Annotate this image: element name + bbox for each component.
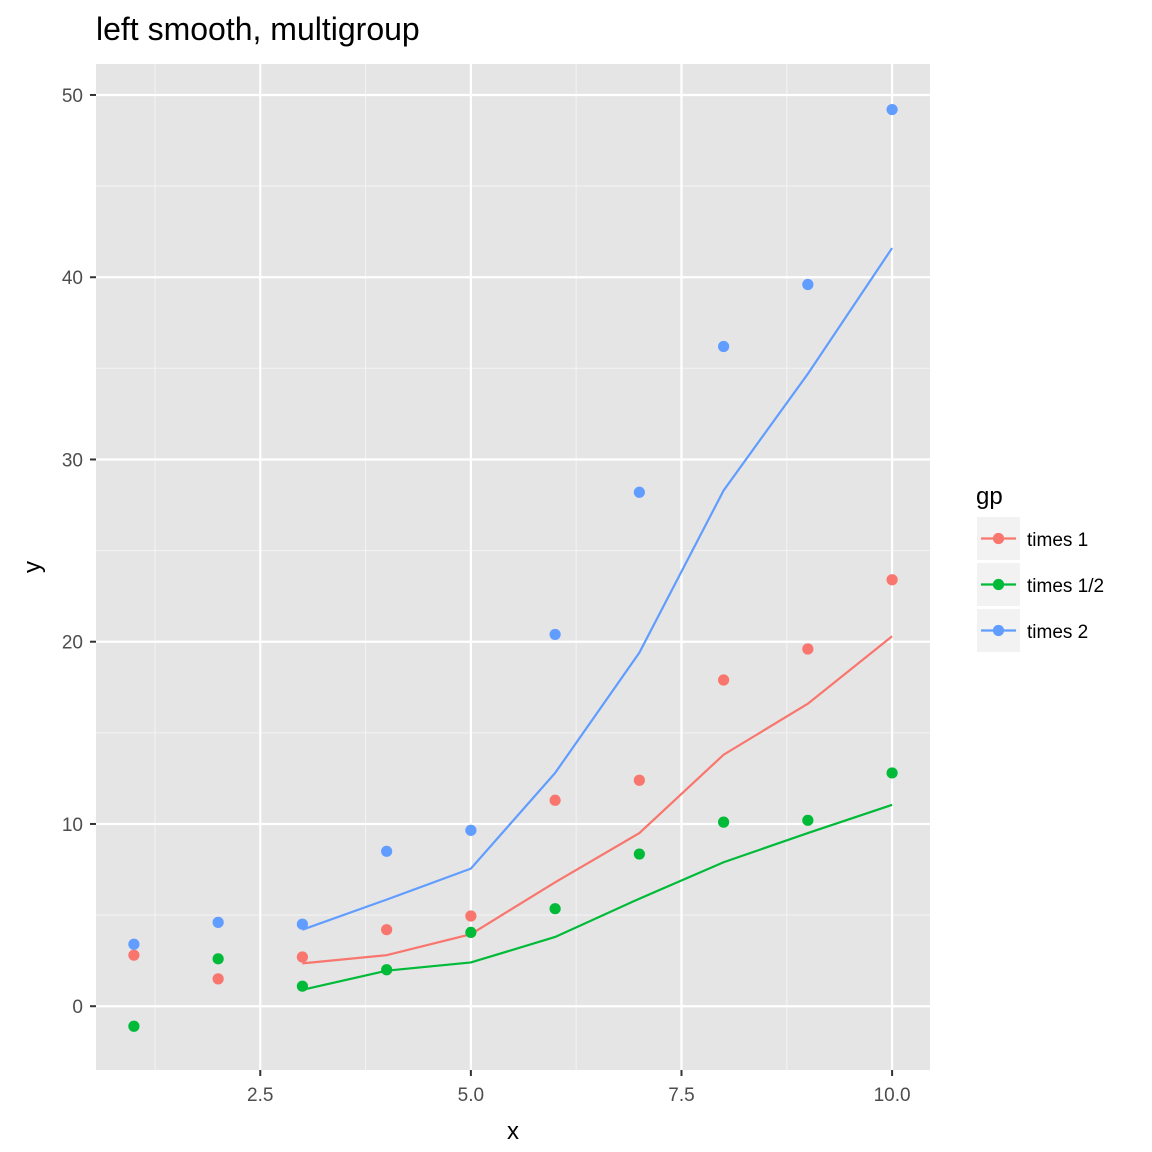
x-axis: 2.5 5.0 7.5 10.0 bbox=[247, 1070, 911, 1106]
legend-title: gp bbox=[976, 483, 1003, 510]
x-tick-label: 5.0 bbox=[458, 1085, 484, 1106]
x-tick-label: 10.0 bbox=[874, 1085, 911, 1106]
major-gridlines bbox=[96, 64, 930, 1070]
data-point bbox=[802, 814, 814, 826]
data-point bbox=[886, 103, 898, 116]
chart-title: left smooth, multigroup bbox=[96, 11, 420, 47]
y-axis-title: y bbox=[19, 561, 46, 573]
y-tick-label: 40 bbox=[62, 268, 83, 289]
legend-label: times 2 bbox=[1027, 622, 1088, 643]
data-point bbox=[212, 973, 224, 985]
data-point bbox=[296, 980, 308, 992]
data-point bbox=[296, 918, 308, 930]
data-point bbox=[296, 951, 308, 963]
data-points bbox=[128, 103, 898, 1032]
data-point bbox=[886, 574, 898, 586]
data-point bbox=[633, 848, 645, 860]
y-tick-label: 50 bbox=[62, 86, 83, 107]
data-point bbox=[549, 794, 561, 806]
data-point bbox=[549, 903, 561, 915]
x-tick-label: 2.5 bbox=[247, 1085, 273, 1106]
y-tick-label: 0 bbox=[72, 997, 83, 1018]
x-tick-label: 7.5 bbox=[668, 1085, 694, 1106]
data-point bbox=[633, 486, 645, 498]
data-point bbox=[381, 845, 393, 857]
data-point bbox=[128, 938, 140, 950]
smooth-line bbox=[302, 635, 893, 965]
data-point bbox=[465, 910, 477, 922]
minor-gridlines bbox=[96, 64, 930, 1070]
smooth-line bbox=[302, 803, 893, 991]
y-tick-label: 10 bbox=[62, 815, 83, 836]
data-point bbox=[465, 926, 477, 939]
data-point bbox=[802, 643, 814, 655]
legend-label: times 1 bbox=[1027, 530, 1088, 551]
data-point bbox=[802, 278, 814, 291]
legend-label: times 1/2 bbox=[1027, 576, 1104, 597]
plot-panel bbox=[96, 64, 930, 1070]
data-point bbox=[886, 767, 898, 779]
legend: gp times 1 times 1/2 times 2 bbox=[976, 483, 1104, 652]
data-point bbox=[549, 628, 561, 641]
data-point bbox=[212, 953, 224, 965]
data-point bbox=[128, 949, 140, 961]
data-point bbox=[718, 674, 730, 686]
x-axis-title: x bbox=[507, 1118, 519, 1145]
y-tick-label: 30 bbox=[62, 450, 83, 471]
y-axis: 0 10 20 30 40 50 bbox=[62, 86, 96, 1018]
legend-key-point bbox=[992, 624, 1005, 637]
data-point bbox=[128, 1020, 140, 1032]
legend-key-point bbox=[992, 532, 1005, 545]
smooth-lines bbox=[302, 247, 894, 991]
data-point bbox=[718, 816, 730, 828]
data-point bbox=[465, 824, 477, 836]
data-point bbox=[381, 964, 393, 976]
y-tick-label: 20 bbox=[62, 633, 83, 654]
data-point bbox=[718, 340, 730, 353]
data-point bbox=[633, 774, 645, 786]
data-point bbox=[212, 916, 224, 928]
smooth-line bbox=[302, 247, 894, 931]
legend-key-point bbox=[992, 578, 1005, 591]
data-point bbox=[381, 924, 393, 936]
